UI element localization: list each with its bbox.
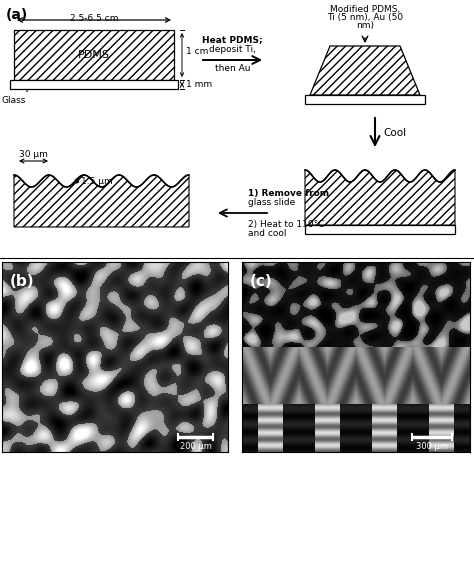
- Text: (b): (b): [10, 274, 35, 289]
- Text: 300 μm: 300 μm: [416, 442, 448, 451]
- Text: and cool: and cool: [248, 229, 286, 238]
- Text: Glass: Glass: [2, 91, 28, 105]
- Text: (a): (a): [6, 8, 28, 22]
- Text: Heat PDMS;: Heat PDMS;: [202, 35, 263, 44]
- Text: Modified PDMS,: Modified PDMS,: [330, 5, 400, 14]
- Polygon shape: [14, 175, 189, 227]
- Text: 1 mm: 1 mm: [186, 80, 212, 89]
- Text: (c): (c): [250, 274, 273, 289]
- Text: glass slide: glass slide: [248, 198, 295, 207]
- Text: then Au: then Au: [215, 64, 250, 73]
- Polygon shape: [305, 170, 455, 225]
- Text: nm): nm): [356, 21, 374, 30]
- Text: 2.5-6.5 cm: 2.5-6.5 cm: [70, 14, 118, 23]
- Polygon shape: [310, 46, 420, 95]
- Bar: [305, 95, 425, 104]
- Text: 1) Remove from: 1) Remove from: [248, 189, 329, 198]
- Text: Ti (5 nm), Au (50: Ti (5 nm), Au (50: [327, 13, 403, 22]
- Text: 1.5 μm: 1.5 μm: [81, 177, 113, 185]
- Bar: [305, 225, 455, 234]
- Bar: [10, 80, 178, 89]
- Text: 1 cm: 1 cm: [186, 47, 209, 55]
- Text: 30 μm: 30 μm: [19, 150, 48, 159]
- Text: 200 μm: 200 μm: [180, 442, 211, 451]
- Bar: [14, 30, 174, 80]
- Text: 2) Heat to 110°C: 2) Heat to 110°C: [248, 220, 324, 229]
- Text: Cool: Cool: [383, 128, 406, 138]
- Text: deposit Ti,: deposit Ti,: [209, 45, 256, 54]
- Text: PDMS: PDMS: [78, 50, 110, 60]
